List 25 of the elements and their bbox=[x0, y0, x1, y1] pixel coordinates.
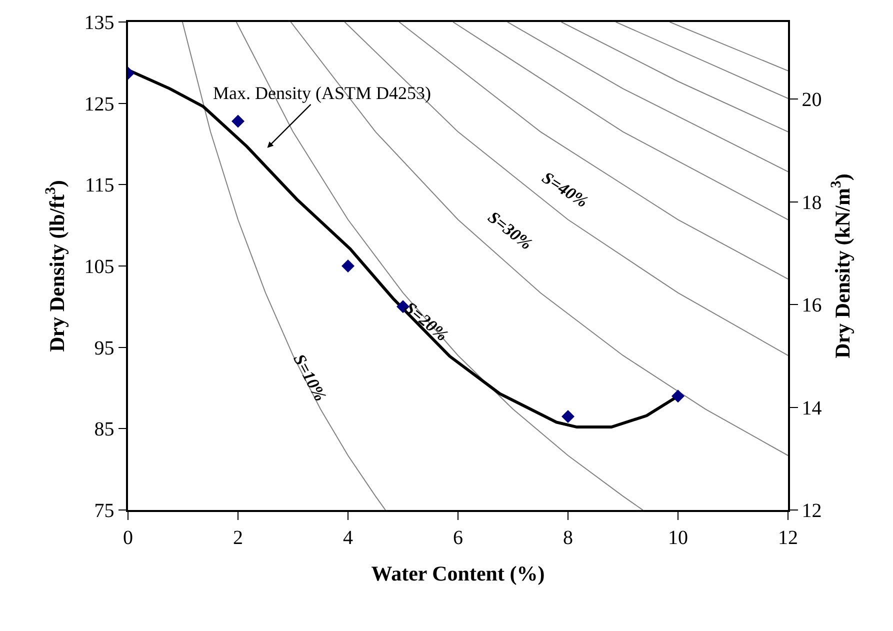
x-tick-label: 10 bbox=[668, 526, 688, 549]
y-tick-label: 125 bbox=[84, 93, 114, 116]
point bbox=[342, 260, 354, 272]
y2-tick-label: 20 bbox=[802, 89, 822, 112]
y-tick-label: 115 bbox=[84, 174, 114, 197]
point bbox=[232, 114, 244, 128]
annotation: Max. Density (ASTM D4253) bbox=[213, 83, 431, 103]
point bbox=[672, 390, 684, 403]
y-tick-label: 85 bbox=[94, 418, 114, 441]
y2-tick-label: 16 bbox=[802, 294, 822, 317]
x-tick-label: 6 bbox=[453, 526, 463, 549]
x-tick-label: 0 bbox=[123, 526, 133, 549]
x-tick-label: 2 bbox=[233, 526, 243, 549]
y2-tick-label: 12 bbox=[802, 500, 822, 522]
x-tick-label: 8 bbox=[563, 526, 573, 549]
x-tick-label: 12 bbox=[778, 526, 798, 549]
y2-tick-label: 14 bbox=[802, 397, 822, 420]
point bbox=[562, 410, 574, 423]
y-tick-label: 95 bbox=[94, 337, 114, 360]
y-tick-label: 105 bbox=[84, 256, 114, 278]
x-tick-label: 4 bbox=[343, 526, 353, 549]
y2-tick-label: 18 bbox=[802, 192, 822, 214]
y-tick-label: 75 bbox=[94, 500, 114, 522]
x-axis-title: Water Content (%) bbox=[371, 561, 545, 586]
y-tick-label: 135 bbox=[84, 12, 114, 34]
